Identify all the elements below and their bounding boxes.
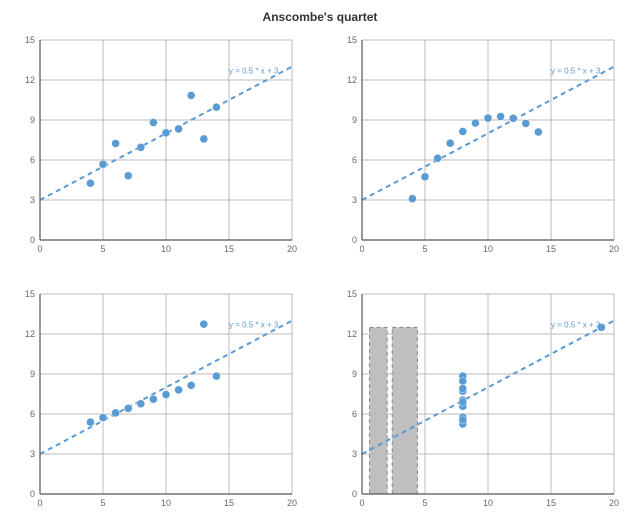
svg-text:15: 15 (224, 498, 234, 508)
svg-text:y = 0.5 * x + 3: y = 0.5 * x + 3 (229, 66, 279, 75)
svg-text:0: 0 (37, 498, 42, 508)
svg-text:15: 15 (224, 244, 234, 254)
svg-text:10: 10 (483, 244, 493, 254)
page-title: Anscombe's quartet (10, 10, 630, 24)
svg-text:5: 5 (422, 244, 427, 254)
svg-text:y = 0.5 * x + 3: y = 0.5 * x + 3 (229, 320, 279, 329)
svg-text:10: 10 (161, 498, 171, 508)
svg-text:5: 5 (100, 244, 105, 254)
svg-text:0: 0 (359, 244, 364, 254)
chart-svg: 0 5 10 15 20 0 3 6 9 12 15 y = 0.5 * x + 3 (332, 32, 622, 262)
svg-text:15: 15 (347, 289, 357, 299)
chart-svg: 0 5 10 15 20 0 3 6 9 12 15 y = 0.5 * x + 3 (332, 286, 622, 516)
svg-text:6: 6 (352, 409, 357, 419)
svg-text:20: 20 (287, 498, 297, 508)
svg-text:3: 3 (352, 195, 357, 205)
svg-text:6: 6 (30, 409, 35, 419)
svg-text:6: 6 (30, 155, 35, 165)
svg-text:5: 5 (422, 498, 427, 508)
svg-text:9: 9 (352, 369, 357, 379)
svg-text:15: 15 (25, 35, 35, 45)
svg-text:9: 9 (30, 369, 35, 379)
svg-text:3: 3 (30, 195, 35, 205)
chart-svg: 0 5 10 15 20 0 3 6 9 12 15 y = 0.5 * x + 3 (10, 286, 300, 516)
svg-text:9: 9 (352, 115, 357, 125)
svg-text:0: 0 (30, 489, 35, 499)
panel-I: 0 5 10 15 20 0 3 6 9 12 15 y = 0.5 * x + 3 (10, 32, 308, 262)
svg-text:y = 0.5 * x + 3: y = 0.5 * x + 3 (551, 320, 601, 329)
svg-text:20: 20 (609, 498, 619, 508)
svg-text:0: 0 (352, 489, 357, 499)
svg-text:y = 0.5 * x + 3: y = 0.5 * x + 3 (551, 66, 601, 75)
svg-text:0: 0 (30, 235, 35, 245)
svg-text:20: 20 (609, 244, 619, 254)
svg-text:9: 9 (30, 115, 35, 125)
svg-text:10: 10 (161, 244, 171, 254)
svg-text:15: 15 (25, 289, 35, 299)
svg-text:5: 5 (100, 498, 105, 508)
svg-text:15: 15 (347, 35, 357, 45)
svg-text:3: 3 (352, 449, 357, 459)
svg-text:12: 12 (347, 75, 357, 85)
panel-IV: 0 5 10 15 20 0 3 6 9 12 15 y = 0.5 * x + 3 (332, 286, 630, 516)
svg-text:10: 10 (483, 498, 493, 508)
svg-text:6: 6 (352, 155, 357, 165)
chart-svg: 0 5 10 15 20 0 3 6 9 12 15 y = 0.5 * x + 3 (10, 32, 300, 262)
svg-text:15: 15 (546, 244, 556, 254)
svg-text:12: 12 (25, 75, 35, 85)
panel-III: 0 5 10 15 20 0 3 6 9 12 15 y = 0.5 * x + 3 (10, 286, 308, 516)
svg-text:3: 3 (30, 449, 35, 459)
svg-text:20: 20 (287, 244, 297, 254)
svg-text:0: 0 (37, 244, 42, 254)
svg-text:0: 0 (359, 498, 364, 508)
svg-text:12: 12 (347, 329, 357, 339)
chart-grid: 0510152003691215y = 0.5 * x + 3051015200… (10, 32, 630, 516)
svg-text:12: 12 (25, 329, 35, 339)
panel-II: 0 5 10 15 20 0 3 6 9 12 15 y = 0.5 * x + 3 (332, 32, 630, 262)
svg-text:15: 15 (546, 498, 556, 508)
svg-text:0: 0 (352, 235, 357, 245)
